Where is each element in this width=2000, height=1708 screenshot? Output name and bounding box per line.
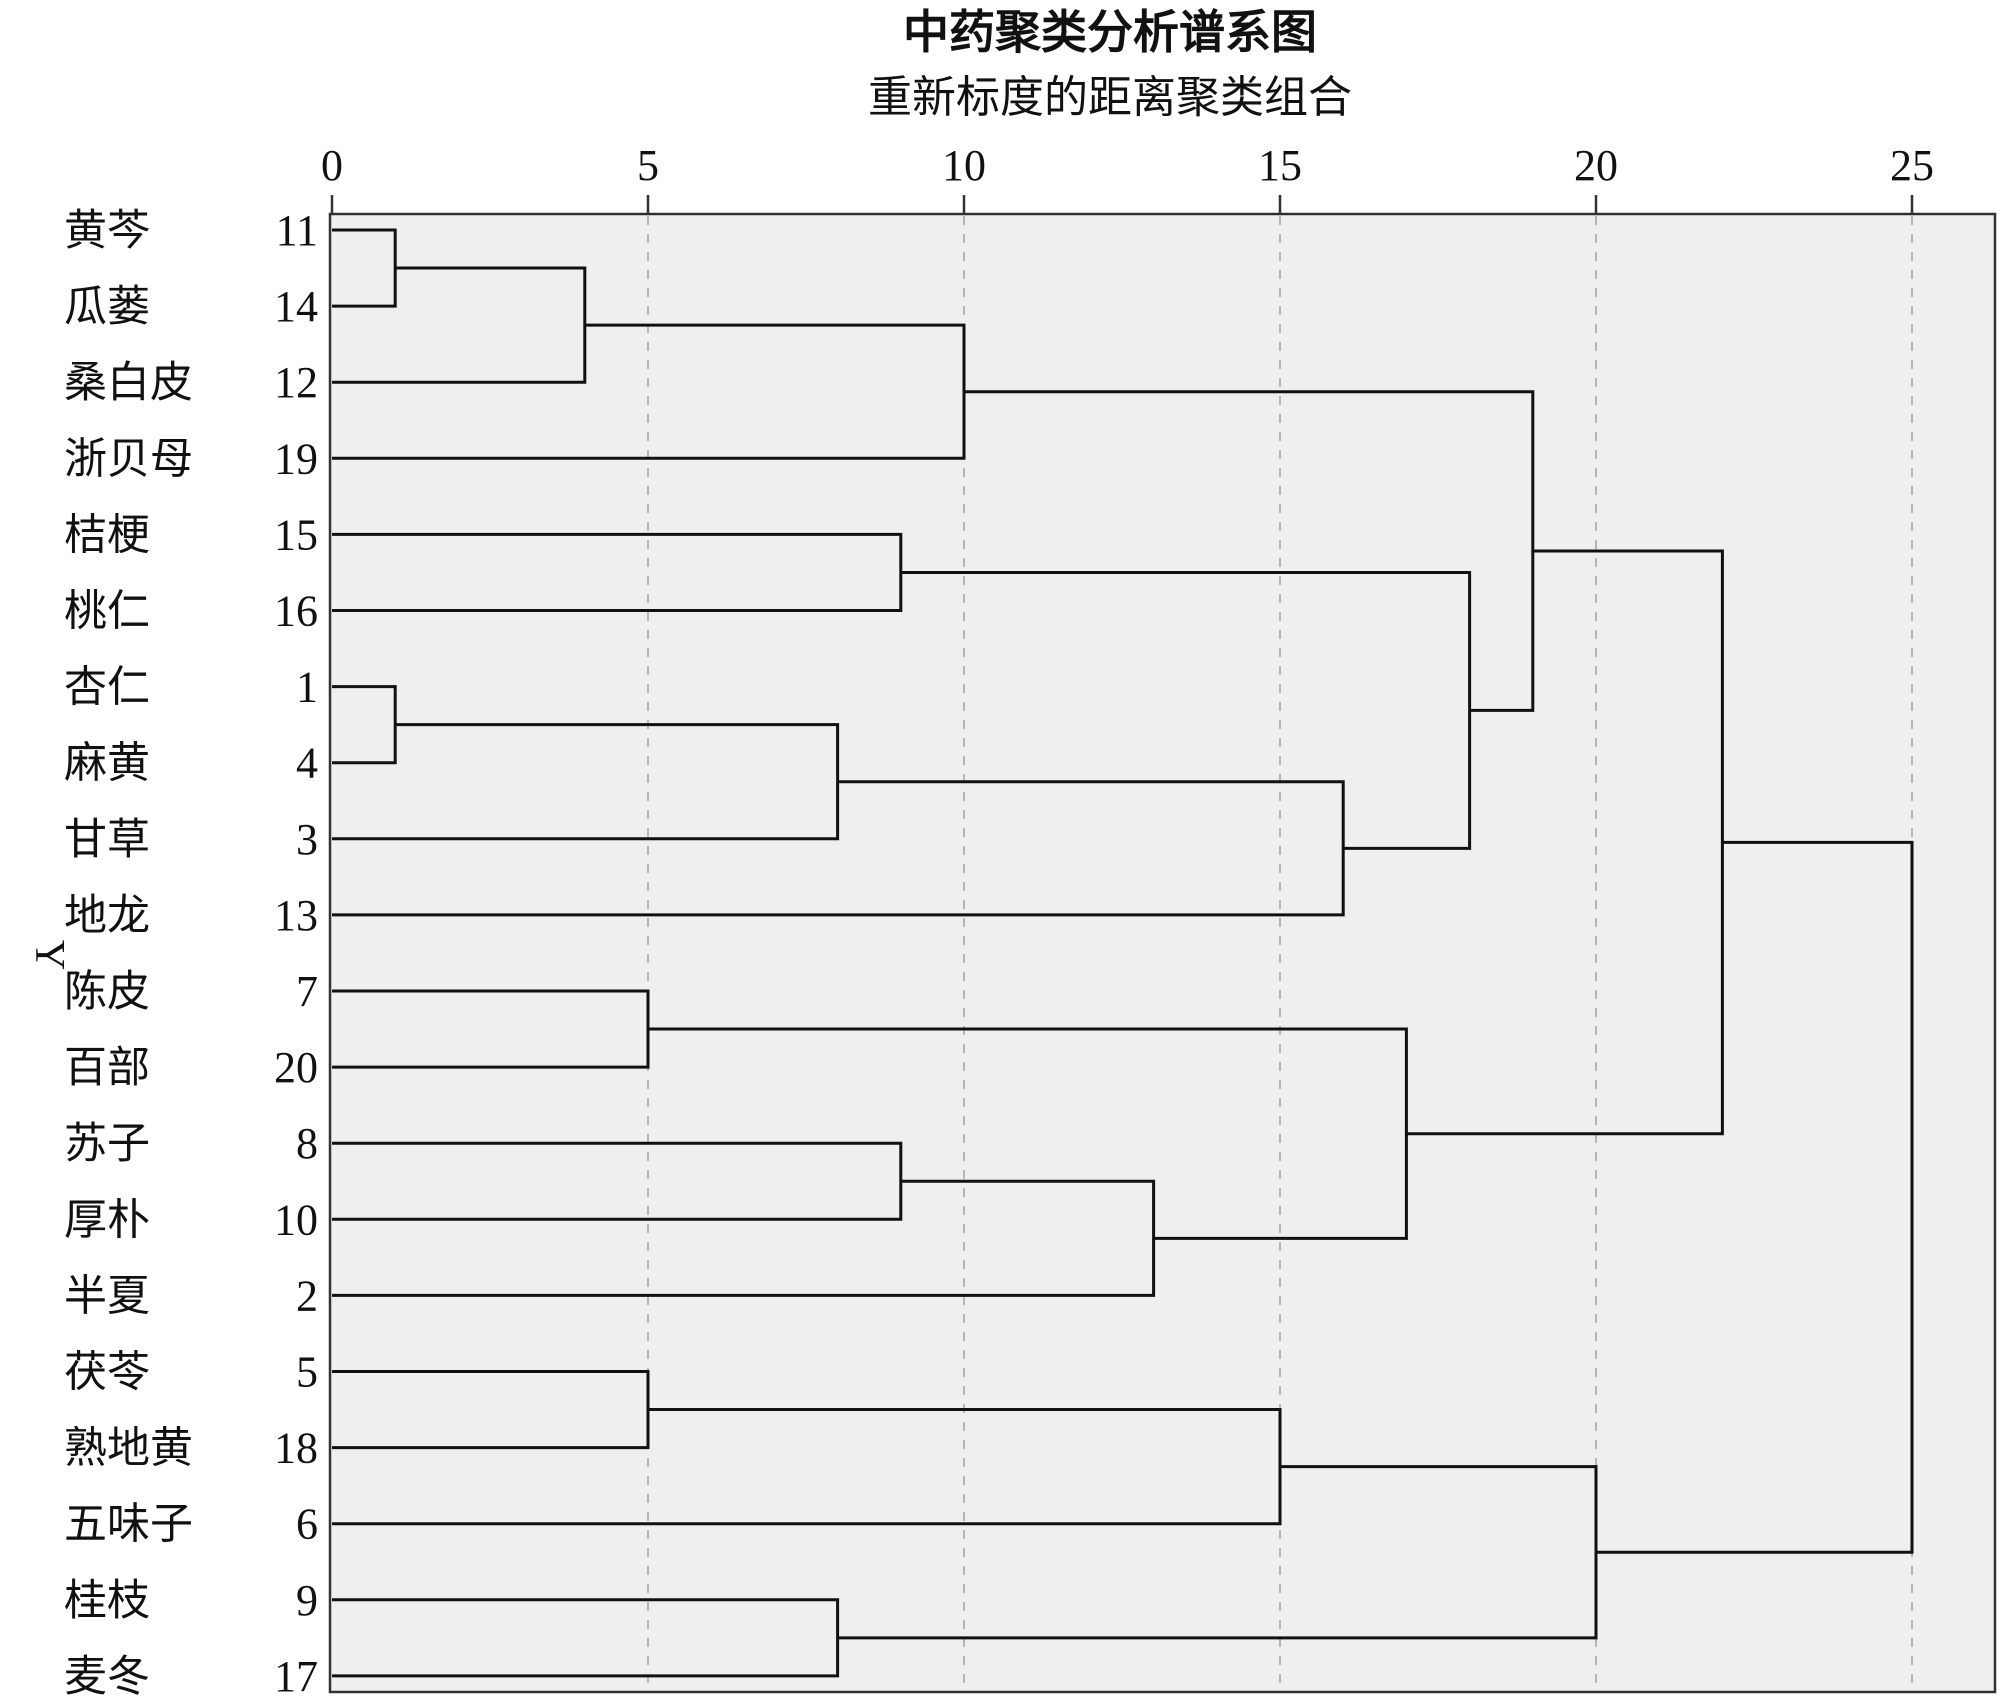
leaf-id-20: 20 [274, 1043, 318, 1092]
leaf-name-9: 桂枝 [64, 1576, 150, 1626]
leaf-id-4: 4 [296, 739, 318, 788]
leaf-name-20: 百部 [64, 1043, 150, 1093]
leaf-name-12: 桑白皮 [64, 358, 193, 408]
leaf-id-10: 10 [274, 1195, 318, 1244]
leaf-name-1: 杏仁 [64, 663, 150, 713]
leaf-name-19: 浙贝母 [64, 434, 193, 484]
leaf-id-6: 6 [296, 1500, 318, 1549]
chart-title: 中药聚类分析谱系图 [903, 5, 1317, 59]
leaf-id-13: 13 [274, 891, 318, 940]
leaf-id-3: 3 [296, 815, 318, 864]
x-tick-label-10: 10 [942, 141, 986, 190]
leaf-name-2: 半夏 [64, 1271, 150, 1321]
x-tick-label-15: 15 [1258, 141, 1302, 190]
x-tick-label-20: 20 [1574, 141, 1618, 190]
leaf-labels: 黄芩 11 瓜蒌 14 桑白皮 12 浙贝母 19 桔梗 15 桃仁 16 杏仁 1 麻黄 4 甘草 3 地龙 13 陈… [64, 206, 318, 1702]
x-axis-ticks: 0 5 10 15 20 25 [321, 141, 1934, 214]
leaf-id-16: 16 [274, 587, 318, 636]
leaf-id-2: 2 [296, 1271, 318, 1320]
leaf-name-17: 麦冬 [64, 1652, 150, 1702]
leaf-name-4: 麻黄 [64, 739, 150, 789]
dendrogram-links [332, 228, 1914, 1678]
x-tick-label-5: 5 [637, 141, 659, 190]
leaf-id-9: 9 [296, 1576, 318, 1625]
leaf-id-7: 7 [296, 967, 318, 1016]
leaf-id-8: 8 [296, 1119, 318, 1168]
leaf-name-13: 地龙 [64, 891, 150, 941]
leaf-name-5: 茯苓 [64, 1348, 150, 1398]
x-tick-label-0: 0 [321, 141, 343, 190]
leaf-id-18: 18 [274, 1424, 318, 1473]
leaf-id-5: 5 [296, 1348, 318, 1397]
leaf-name-10: 厚朴 [64, 1195, 150, 1245]
leaf-name-15: 桔梗 [64, 510, 150, 560]
x-tick-label-25: 25 [1890, 141, 1934, 190]
leaf-id-1: 1 [296, 663, 318, 712]
leaf-id-19: 19 [274, 434, 318, 483]
y-axis-label: Y [26, 940, 72, 970]
chart-subtitle: 重新标度的距离聚类组合 [868, 72, 1352, 123]
leaf-id-11: 11 [276, 206, 318, 255]
leaf-name-8: 苏子 [64, 1119, 150, 1169]
leaf-id-14: 14 [274, 282, 318, 331]
leaf-name-16: 桃仁 [64, 587, 150, 637]
plot-area [328, 212, 1997, 1694]
leaf-name-18: 熟地黄 [64, 1424, 193, 1474]
leaf-name-6: 五味子 [64, 1500, 193, 1550]
leaf-name-11: 黄芩 [64, 206, 150, 256]
leaf-name-3: 甘草 [64, 815, 150, 865]
leaf-id-17: 17 [274, 1652, 318, 1701]
leaf-id-12: 12 [274, 358, 318, 407]
leaf-name-7: 陈皮 [64, 967, 150, 1017]
leaf-id-15: 15 [274, 510, 318, 559]
leaf-name-14: 瓜蒌 [64, 282, 150, 332]
merge-link-18 [1596, 840, 1914, 1554]
